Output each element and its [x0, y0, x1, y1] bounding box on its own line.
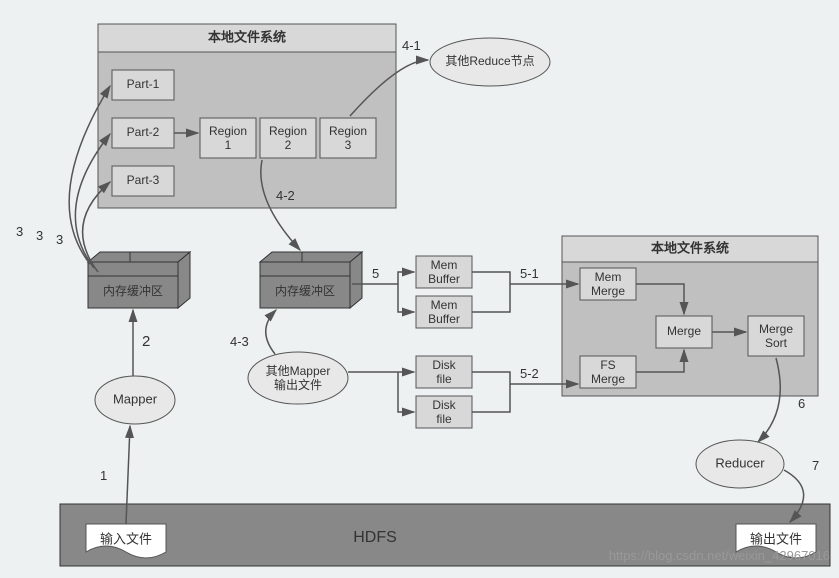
hdfs-label: HDFS: [353, 529, 397, 546]
diagram: HDFS 输入文件 输出文件 本地文件系统 Part-1 Part-2 Part…: [0, 0, 839, 578]
svg-text:Region: Region: [329, 124, 367, 138]
svg-text:Part-1: Part-1: [127, 77, 160, 91]
svg-text:4-3: 4-3: [230, 334, 249, 349]
svg-text:Mem: Mem: [595, 270, 622, 284]
local-panel-2-title: 本地文件系统: [651, 240, 729, 255]
edge-4-3: [266, 310, 276, 354]
svg-text:3: 3: [345, 138, 352, 152]
svg-text:6: 6: [798, 396, 805, 411]
svg-text:Buffer: Buffer: [428, 272, 460, 286]
svg-text:5-2: 5-2: [520, 366, 539, 381]
svg-text:4-2: 4-2: [276, 188, 295, 203]
svg-text:Merge: Merge: [759, 322, 793, 336]
svg-text:内存缓冲区: 内存缓冲区: [275, 283, 335, 298]
svg-text:3: 3: [56, 232, 63, 247]
svg-text:file: file: [436, 412, 452, 426]
svg-text:Disk: Disk: [432, 398, 456, 412]
svg-text:Region: Region: [269, 124, 307, 138]
svg-text:1: 1: [100, 468, 107, 483]
svg-text:Merge: Merge: [591, 284, 625, 298]
svg-text:Buffer: Buffer: [428, 312, 460, 326]
local-panel-1-title: 本地文件系统: [208, 29, 286, 44]
svg-text:Part-3: Part-3: [127, 173, 160, 187]
svg-text:3: 3: [16, 224, 23, 239]
svg-text:内存缓冲区: 内存缓冲区: [103, 283, 163, 298]
svg-text:Region: Region: [209, 124, 247, 138]
svg-text:2: 2: [285, 138, 292, 152]
svg-text:7: 7: [812, 458, 819, 473]
mem-buffer-1: 内存缓冲区: [88, 252, 190, 308]
output-file-label: 输出文件: [750, 531, 802, 546]
edge-om-b: [398, 372, 414, 412]
svg-text:5: 5: [372, 266, 379, 281]
svg-text:其他Reduce节点: 其他Reduce节点: [445, 54, 534, 68]
svg-text:Mapper: Mapper: [113, 391, 158, 406]
svg-text:Part-2: Part-2: [127, 125, 160, 139]
svg-text:Merge: Merge: [667, 324, 701, 338]
input-file-label: 输入文件: [100, 531, 152, 546]
svg-text:Reducer: Reducer: [715, 455, 765, 470]
watermark: https://blog.csdn.net/weixin_42967016: [609, 548, 830, 563]
svg-text:5-1: 5-1: [520, 266, 539, 281]
svg-text:输出文件: 输出文件: [274, 377, 322, 392]
svg-text:1: 1: [225, 138, 232, 152]
svg-text:Mem: Mem: [431, 298, 458, 312]
svg-text:FS: FS: [600, 358, 615, 372]
svg-text:Sort: Sort: [765, 336, 788, 350]
svg-text:其他Mapper: 其他Mapper: [266, 364, 331, 378]
svg-text:4-1: 4-1: [402, 38, 421, 53]
svg-text:3: 3: [36, 228, 43, 243]
mem-buffer-2: 内存缓冲区: [260, 252, 362, 308]
svg-text:Disk: Disk: [432, 358, 456, 372]
edge-5b: [398, 284, 414, 312]
svg-text:file: file: [436, 372, 452, 386]
svg-text:Mem: Mem: [431, 258, 458, 272]
svg-text:Merge: Merge: [591, 372, 625, 386]
svg-text:2: 2: [142, 333, 150, 350]
